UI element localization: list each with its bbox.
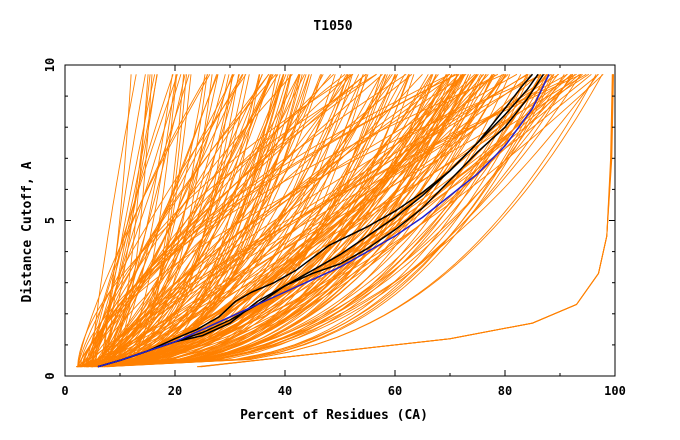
- model-series-line: [84, 74, 272, 368]
- model-series-line: [107, 74, 174, 367]
- model-series-line: [97, 74, 369, 368]
- model-series-line: [75, 74, 507, 368]
- y-tick-label: 5: [43, 217, 57, 224]
- model-series-line: [79, 74, 132, 368]
- model-series-line: [201, 74, 614, 368]
- model-series-line: [93, 73, 560, 368]
- model-series-line: [100, 74, 398, 368]
- model-series-line: [78, 73, 604, 368]
- model-series-line: [90, 74, 218, 367]
- model-series-line: [93, 74, 458, 368]
- model-series-line: [98, 74, 177, 368]
- axes-layer: 0 20 40 60 80 100 0 5 10: [43, 58, 626, 398]
- model-series-line: [97, 73, 460, 368]
- model-series-line: [107, 74, 149, 367]
- x-tick-label: 20: [168, 384, 182, 398]
- model-series-line: [104, 74, 284, 368]
- model-series-line: [81, 74, 300, 368]
- chart-title: T1050: [313, 19, 352, 34]
- model-series-line: [101, 74, 352, 368]
- model-series-line: [101, 74, 542, 368]
- model-series-line: [85, 74, 178, 367]
- model-series-line: [105, 74, 542, 368]
- y-axis-label: Distance Cutoff, A: [20, 161, 35, 302]
- model-series-line: [89, 74, 206, 368]
- model-series-line: [87, 73, 457, 367]
- model-series-line: [95, 74, 291, 368]
- model-series-line: [77, 74, 247, 367]
- model-series-line: [85, 73, 366, 367]
- y-tick-label: 10: [43, 58, 57, 72]
- model-series-line: [84, 74, 324, 368]
- x-tick-label: 80: [498, 384, 512, 398]
- model-series-line: [96, 73, 599, 368]
- x-tick-label: 60: [388, 384, 402, 398]
- x-tick-label: 100: [604, 384, 626, 398]
- y-tick-label: 0: [43, 372, 57, 379]
- model-series-line: [99, 74, 410, 368]
- model-series-line: [90, 74, 469, 368]
- model-series-line: [82, 74, 397, 368]
- model-series-line: [78, 74, 547, 368]
- model-series-line: [77, 73, 533, 368]
- model-series-line: [99, 74, 153, 368]
- model-series-line: [91, 74, 382, 368]
- x-tick-label: 0: [61, 384, 68, 398]
- x-axis-label: Percent of Residues (CA): [240, 408, 428, 423]
- model-series-line: [80, 74, 572, 368]
- model-series-line: [92, 74, 209, 367]
- model-series-line: [102, 74, 437, 368]
- model-series-line: [88, 74, 213, 368]
- model-series-line: [97, 73, 540, 368]
- model-series-line: [91, 74, 466, 368]
- model-series-line: [88, 74, 246, 368]
- model-series-line: [81, 74, 364, 368]
- model-series-line: [100, 74, 463, 368]
- model-series-line: [96, 73, 476, 368]
- model-series-line: [101, 74, 531, 368]
- model-series-line: [85, 74, 559, 368]
- model-series-line: [96, 74, 542, 368]
- model-series-line: [107, 74, 292, 368]
- model-series-line: [100, 74, 603, 368]
- series-layer: [75, 73, 614, 368]
- model-series-line: [96, 74, 599, 368]
- model-series-line: [100, 74, 185, 368]
- model-series-line: [79, 73, 505, 367]
- model-series-line: [104, 74, 434, 368]
- model-series-line: [77, 73, 377, 367]
- model-series-line: [102, 74, 146, 367]
- model-series-line: [89, 73, 464, 368]
- model-series-line: [77, 73, 495, 368]
- model-series-line: [78, 74, 208, 368]
- model-series-line: [92, 74, 240, 368]
- model-series-line: [106, 74, 343, 368]
- model-series-line: [97, 74, 382, 368]
- model-series-line: [92, 74, 274, 368]
- model-series-line: [86, 74, 505, 368]
- model-series-line: [107, 74, 187, 368]
- model-series-line: [96, 74, 178, 368]
- model-series-line: [85, 74, 263, 368]
- model-series-line: [102, 74, 555, 368]
- model-series-line: [89, 73, 509, 368]
- model-series-line: [107, 74, 367, 368]
- model-series-line: [87, 74, 300, 368]
- model-series-line: [76, 73, 552, 368]
- model-series-line: [80, 74, 511, 368]
- model-series-line: [106, 74, 549, 368]
- model-series-line: [86, 74, 548, 368]
- x-tick-label: 40: [278, 384, 292, 398]
- model-series-line: [77, 74, 234, 368]
- model-series-line: [103, 74, 483, 368]
- highlight-series-line-2: [97, 73, 539, 368]
- model-series-line: [79, 74, 173, 368]
- model-series-line: [83, 74, 450, 368]
- highlight-series-line-4: [97, 73, 550, 368]
